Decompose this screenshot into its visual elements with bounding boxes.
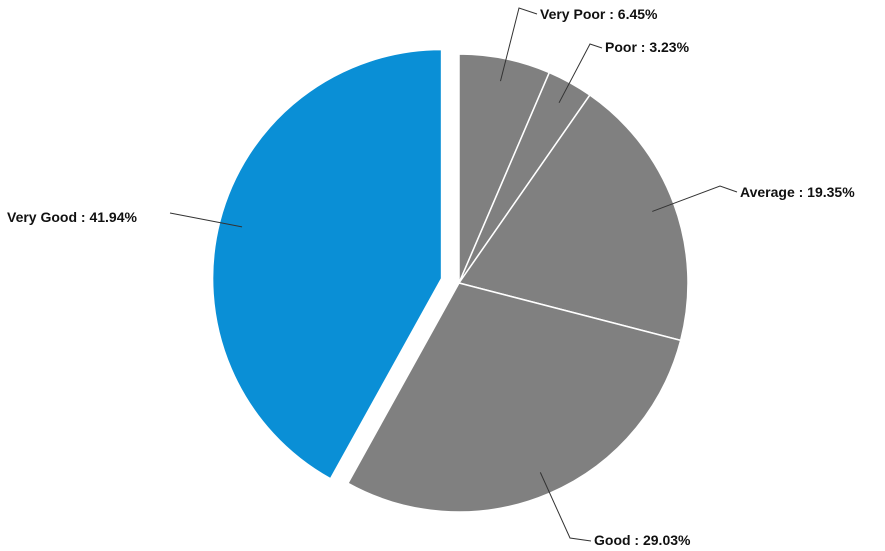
slice-label: Very Good : 41.94%: [7, 209, 137, 225]
slice-label: Good : 29.03%: [594, 532, 691, 548]
leader-line: [169, 212, 243, 228]
leader-line: [652, 185, 738, 212]
leader-line: [499, 7, 538, 82]
slice-label: Average : 19.35%: [740, 184, 855, 200]
slice-label: Poor : 3.23%: [605, 39, 690, 55]
slice-label: Very Poor : 6.45%: [540, 6, 658, 22]
pie-slice-very-good: [211, 48, 443, 480]
leader-line: [539, 472, 592, 542]
leader-line: [558, 43, 603, 104]
